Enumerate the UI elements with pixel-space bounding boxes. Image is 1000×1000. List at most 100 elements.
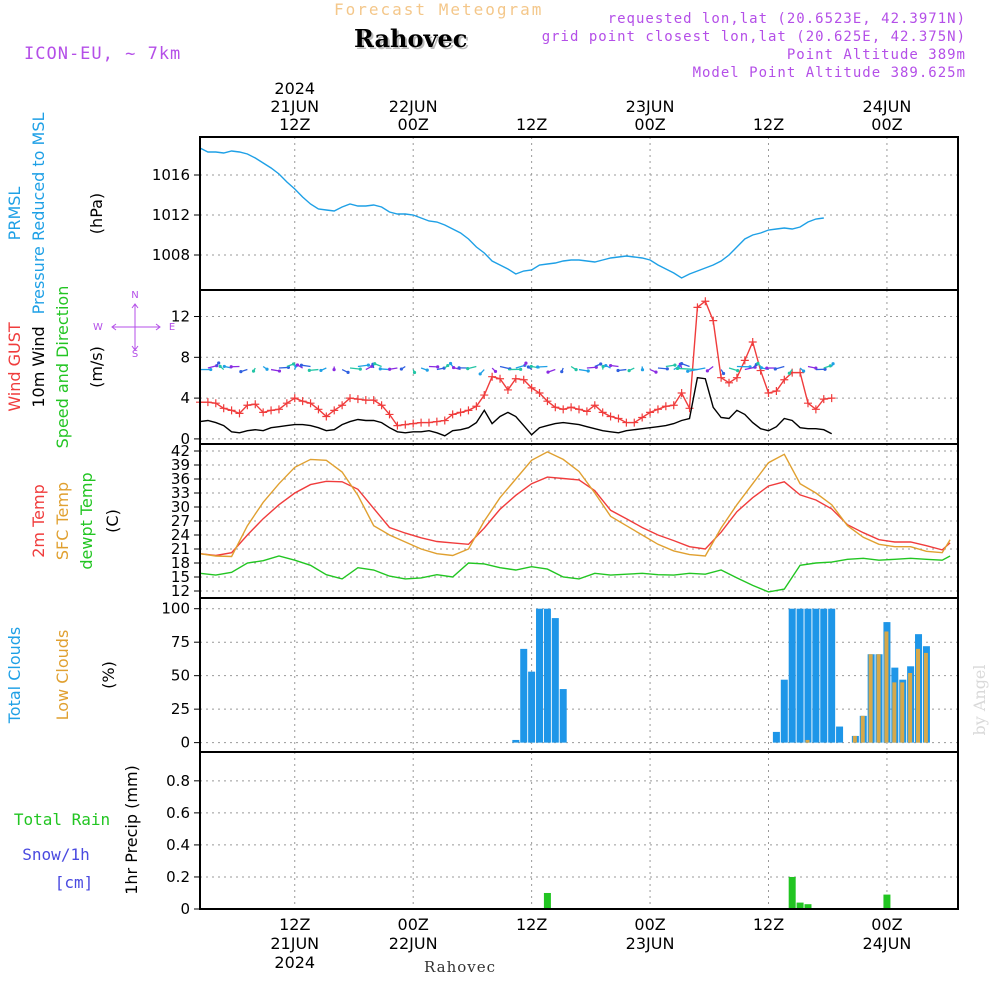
gust-marker <box>440 416 449 425</box>
gust-marker <box>677 389 686 398</box>
precip-snow-unit-label: [cm] <box>55 873 94 892</box>
wind-arrow-head <box>457 366 461 370</box>
wind-arrow-head <box>609 363 613 368</box>
wind-arrow-head <box>675 366 680 371</box>
wind-arrow-head <box>686 369 690 373</box>
bottom-time-tick-label: 00Z <box>634 915 665 934</box>
wind-arrow-head <box>759 366 764 370</box>
bar-total-clouds <box>536 608 544 743</box>
series-line-sfc-temp <box>199 451 951 558</box>
gust-marker <box>669 401 678 410</box>
gust-marker <box>772 386 781 395</box>
panel-label: Low Clouds <box>53 630 72 721</box>
wind-arrow-head <box>524 361 528 365</box>
y-tick-label: 75 <box>171 633 190 651</box>
wind-arrow-head <box>446 363 450 368</box>
bar-low-clouds <box>900 682 905 743</box>
compass-n: N <box>131 290 138 301</box>
y-tick-label: 50 <box>171 667 190 685</box>
gust-marker <box>448 410 457 419</box>
gust-marker <box>432 417 441 426</box>
wind-arrow-head <box>604 363 608 368</box>
top-time-tick-label: 12Z <box>279 115 310 134</box>
wind-arrow-head <box>222 364 226 369</box>
wind-arrow-head <box>673 363 677 367</box>
panel-frame-wind <box>199 289 959 445</box>
panel-label: 2m Temp <box>29 484 48 558</box>
compass-s: S <box>132 349 138 360</box>
gust-marker <box>740 356 749 365</box>
bottom-time-tick-label: 12Z <box>753 915 784 934</box>
gust-marker <box>685 404 694 413</box>
panel-label: Total Clouds <box>5 627 24 725</box>
compass-rose <box>111 303 161 351</box>
wind-arrow-head <box>466 367 470 371</box>
wind-arrow-head <box>721 371 726 376</box>
gust-marker <box>653 405 662 414</box>
wind-arrow-head <box>736 369 740 373</box>
panel-label: dewpt Temp <box>77 472 96 569</box>
gust-marker <box>748 338 757 347</box>
gust-marker <box>535 389 544 398</box>
series-line-10m-wind <box>199 376 833 437</box>
top-time-tick-label: 00Z <box>634 115 665 134</box>
wind-arrow-head <box>209 367 213 372</box>
y-tick-label: 30 <box>171 498 190 516</box>
gust-marker <box>298 397 307 406</box>
gust-marker <box>314 405 323 414</box>
gust-marker <box>764 389 773 398</box>
wind-arrow-head <box>574 368 578 372</box>
panel-label: (hPa) <box>87 193 106 234</box>
gust-marker <box>511 374 520 383</box>
top-time-tick-label: 23JUN <box>626 97 675 116</box>
bottom-time-tick-label: 12Z <box>279 915 310 934</box>
y-tick-label: 0.2 <box>166 868 190 886</box>
panel-label: Speed and Direction <box>53 286 72 449</box>
gust-marker <box>543 397 552 406</box>
panel-frame-clouds <box>199 597 959 753</box>
wind-arrow-head <box>366 363 371 367</box>
gust-marker <box>488 372 497 381</box>
wind-arrow-head <box>787 371 791 375</box>
chart-title: Forecast Meteogram <box>334 0 544 19</box>
wind-arrow-head <box>627 368 631 373</box>
gust-marker <box>385 410 394 419</box>
top-time-tick-label: 00Z <box>871 115 902 134</box>
gust-marker <box>456 408 465 417</box>
gust-marker <box>346 394 355 403</box>
y-tick-label: 12 <box>171 582 190 600</box>
gust-marker <box>567 403 576 412</box>
bar-total-rain <box>883 894 891 909</box>
gust-marker <box>353 395 362 404</box>
bar-low-clouds <box>884 631 889 743</box>
bar-total-rain <box>543 892 551 909</box>
gust-marker <box>203 398 212 407</box>
wind-arrow-head <box>378 367 382 371</box>
precip-axis-label: 1hr Precip (mm) <box>122 765 141 895</box>
wind-arrow-head <box>229 365 233 369</box>
gust-marker <box>503 385 512 394</box>
wind-arrow-head <box>586 369 590 373</box>
bar-total-clouds <box>836 726 844 743</box>
gust-marker <box>638 413 647 422</box>
bottom-time-tick-label: 12Z <box>516 915 547 934</box>
bar-total-clouds <box>828 608 836 743</box>
gust-marker <box>709 316 718 325</box>
wind-arrow <box>687 367 706 372</box>
bottom-time-tick-label: 23JUN <box>626 934 675 953</box>
gust-marker <box>282 399 291 408</box>
wind-arrow-head <box>526 365 531 369</box>
wind-arrow-head <box>436 365 440 369</box>
top-time-tick-label: 24JUN <box>863 97 912 116</box>
gridpoint-coords: grid point closest lon,lat (20.625E, 42.… <box>541 29 966 45</box>
gust-marker <box>780 375 789 384</box>
panel-label: SFC Temp <box>53 482 72 560</box>
bar-low-clouds <box>876 654 881 743</box>
y-tick-label: 4 <box>180 389 190 407</box>
wind-arrow <box>357 364 369 368</box>
wind-arrow-head <box>831 362 835 366</box>
wind-arrow-head <box>680 362 684 366</box>
top-time-tick-label: 12Z <box>516 115 547 134</box>
precip-snow-label: Snow/1h <box>22 845 89 864</box>
gust-marker <box>290 394 299 403</box>
